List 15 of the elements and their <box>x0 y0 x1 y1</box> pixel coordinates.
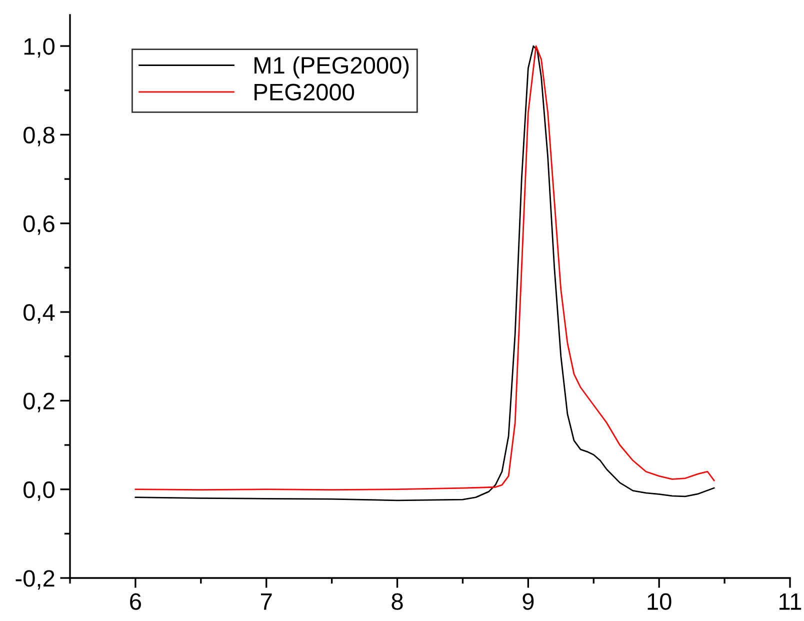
x-tick-label: 9 <box>522 593 534 610</box>
y-tick-label: 0,8 <box>24 126 54 146</box>
legend-label: M1 (PEG2000) <box>254 56 409 78</box>
x-tick-label: 10 <box>648 593 672 610</box>
y-tick-label: 0,4 <box>24 304 55 324</box>
y-tick-label: -0,2 <box>16 570 54 590</box>
y-tick-label: 0,6 <box>24 215 54 235</box>
y-tick-label: 1,0 <box>24 38 54 58</box>
y-tick-label: 0,2 <box>24 392 54 412</box>
x-tick-label: 7 <box>261 593 272 610</box>
legend-label: PEG2000 <box>254 84 354 100</box>
x-tick-label: 6 <box>130 593 141 610</box>
y-tick-label: 0,0 <box>24 481 54 501</box>
x-tick-label: 11 <box>780 593 802 610</box>
x-tick-label: 8 <box>392 593 403 610</box>
